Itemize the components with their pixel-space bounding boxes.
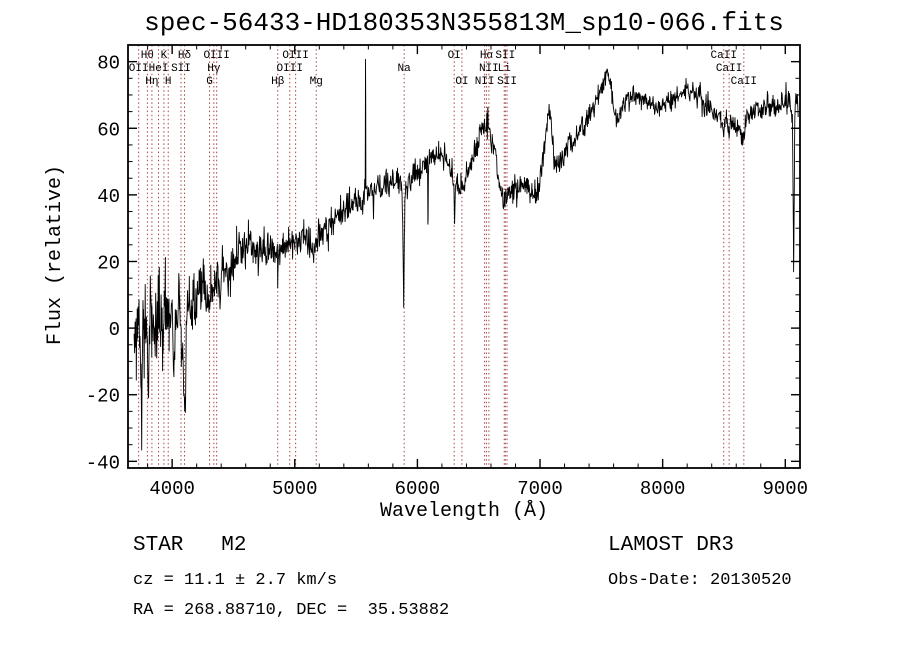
spectral-line-label: Na	[398, 63, 412, 75]
spectral-line-label: SII	[495, 50, 515, 62]
spectral-line-label: G	[206, 76, 213, 88]
spectral-line-label: Hη	[145, 76, 158, 88]
plot-frame	[127, 44, 801, 469]
x-tick-label: 7000	[517, 478, 563, 500]
y-tick-label: 0	[109, 319, 120, 341]
y-tick-label: 60	[97, 119, 120, 141]
spectral-line-label: SII	[171, 63, 191, 75]
y-tick-label: 80	[97, 53, 120, 75]
spectral-line-label: Hα	[480, 50, 494, 62]
coordinates-text: RA = 268.88710, DEC = 35.53882	[133, 601, 450, 620]
y-tick-label: -40	[86, 452, 120, 474]
spectral-line-label: K	[161, 50, 168, 62]
y-axis-label: Flux (relative)	[44, 164, 67, 345]
spectral-line-label: OI	[455, 76, 468, 88]
spectral-line-label: Hβ	[271, 76, 285, 88]
y-tick-label: 40	[97, 186, 120, 208]
figure-title: spec-56433-HD180353N355813M_sp10-066.fit…	[144, 8, 784, 38]
spectral-line-label: OIII	[277, 63, 303, 75]
spectral-line-label: CaII	[731, 76, 757, 88]
spectral-line-label: HeI	[149, 63, 169, 75]
spectral-line-label: Hδ	[178, 50, 191, 62]
spectral-line-label: NII	[479, 63, 499, 75]
spectral-line-label: OI	[448, 50, 461, 62]
spectral-line-label: Hγ	[207, 63, 221, 75]
spectral-line-label: Mg	[310, 76, 323, 88]
y-tick-label: -20	[86, 386, 120, 408]
obs-date-text: Obs-Date: 20130520	[608, 571, 792, 590]
spectral-line-label: Li	[498, 63, 512, 75]
spectral-line-label: CaII	[711, 50, 737, 62]
x-tick-label: 4000	[149, 478, 195, 500]
spectral-line-label: H	[165, 76, 172, 88]
object-classification: STAR M2	[133, 534, 247, 557]
spectral-line-label: CaII	[716, 63, 742, 75]
spectral-line-label: OII	[129, 63, 149, 75]
spectral-line-label: SII	[497, 76, 517, 88]
spectral-line-label: OIII	[282, 50, 308, 62]
survey-name: LAMOST DR3	[608, 534, 735, 557]
x-tick-label: 5000	[272, 478, 318, 500]
x-tick-label: 9000	[762, 478, 808, 500]
spectral-line-label: Hθ	[141, 50, 154, 62]
spectral-line-label: NII	[475, 76, 495, 88]
y-tick-label: 20	[97, 252, 120, 274]
x-axis-label: Wavelength (Å)	[379, 500, 549, 523]
x-tick-label: 8000	[640, 478, 686, 500]
radial-velocity-text: cz = 11.1 ± 2.7 km/s	[133, 571, 338, 590]
x-tick-label: 6000	[395, 478, 441, 500]
spectrum-trace	[133, 58, 799, 451]
spectral-line-label: OIII	[203, 50, 229, 62]
